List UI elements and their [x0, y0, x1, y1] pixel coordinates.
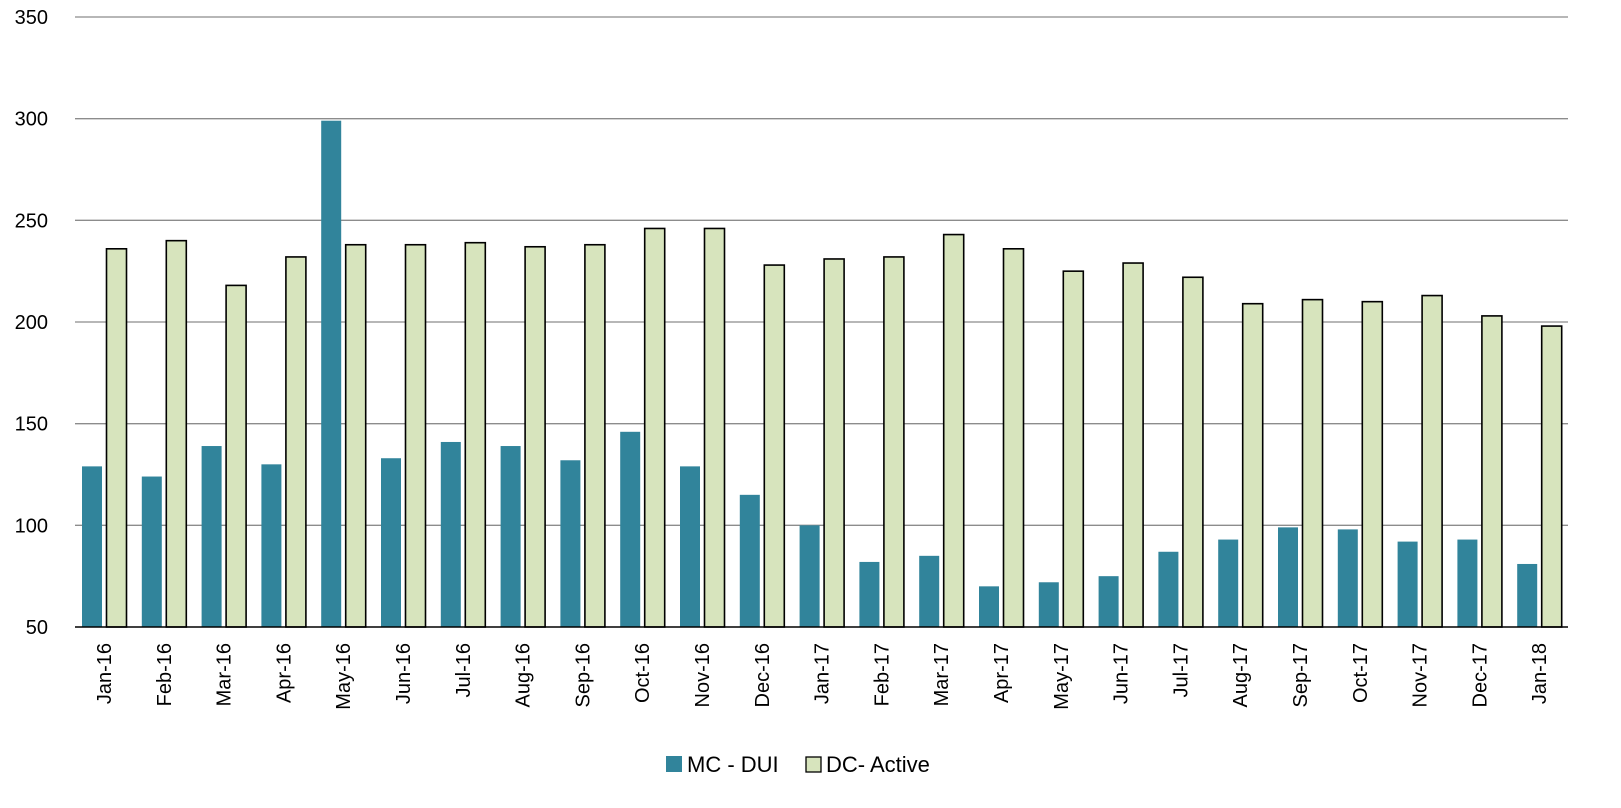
x-tick-label: Nov-16 [692, 643, 714, 707]
x-tick-label: Mar-16 [214, 643, 236, 706]
x-tick-label: Aug-17 [1230, 643, 1252, 708]
bar-dc-active [1481, 315, 1503, 628]
bar-mc-dui [321, 120, 342, 627]
x-tick-label: Oct-17 [1350, 643, 1372, 703]
legend-swatch-dc-active [805, 756, 822, 773]
bar-dc-active [1301, 298, 1324, 628]
y-tick-label: 200 [15, 312, 48, 334]
bar-mc-dui [1337, 529, 1358, 627]
bar-dc-active [1182, 276, 1204, 628]
x-tick-label: Dec-17 [1469, 643, 1491, 707]
x-tick-label: Jun-16 [393, 643, 415, 704]
bar-mc-dui [1158, 551, 1179, 627]
x-tick-label: Jul-17 [1170, 643, 1192, 697]
bar-mc-dui [1038, 582, 1059, 627]
bar-mc-dui [799, 525, 820, 627]
x-tick-label: Jan-18 [1529, 643, 1551, 704]
bar-dc-active [344, 243, 367, 628]
x-tick-label: Aug-16 [513, 643, 535, 708]
bar-mc-dui [381, 458, 401, 627]
bar-dc-active [1540, 325, 1563, 628]
bar-mc-dui [141, 476, 162, 627]
bar-dc-active [464, 241, 487, 628]
x-tick-label: Dec-16 [752, 643, 774, 707]
bar-dc-active [105, 248, 128, 628]
bar-dc-active [643, 227, 666, 628]
bar-dc-active [584, 243, 606, 628]
bar-mc-dui [1457, 539, 1478, 627]
x-tick-label: Jan-16 [94, 643, 116, 704]
bar-dc-active [942, 233, 965, 628]
legend-label-dc-active: DC- Active [826, 752, 930, 777]
bar-mc-dui [1278, 527, 1298, 627]
bar-mc-dui [261, 464, 282, 627]
legend-label-mc-dui: MC - DUI [687, 752, 779, 777]
bar-mc-dui [201, 446, 222, 627]
bars [82, 120, 1563, 628]
bar-dc-active [823, 258, 845, 628]
bar-dc-active [763, 264, 786, 628]
y-tick-label: 250 [15, 210, 48, 232]
x-tick-label: Sep-17 [1290, 643, 1312, 708]
bar-mc-dui [82, 466, 102, 627]
x-tick-label: Feb-17 [871, 643, 893, 706]
bar-mc-dui [500, 446, 521, 627]
bar-dc-active [225, 284, 247, 628]
x-tick-label: Jul-16 [453, 643, 475, 697]
bar-mc-dui [1397, 541, 1418, 627]
x-tick-label: Jun-17 [1111, 643, 1133, 704]
x-tick-label: Feb-16 [154, 643, 176, 706]
bar-mc-dui [1517, 563, 1538, 627]
x-tick-label: Apr-16 [273, 643, 295, 703]
y-tick-label: 150 [15, 414, 48, 436]
bar-dc-active [883, 256, 905, 628]
bar-dc-active [165, 239, 188, 628]
bar-mc-dui [620, 431, 641, 627]
bar-mc-dui [919, 555, 940, 627]
bar-mc-dui [680, 466, 700, 627]
legend: MC - DUI DC- Active [666, 752, 930, 777]
bar-dc-active [285, 256, 307, 628]
bar-dc-active [1421, 294, 1443, 628]
y-tick-label: 100 [15, 515, 48, 537]
bar-mc-dui [560, 460, 581, 627]
bar-dc-active [1361, 300, 1384, 628]
x-tick-label: May-17 [1051, 643, 1073, 710]
x-tick-label: Mar-17 [931, 643, 953, 706]
bar-mc-dui [440, 441, 461, 627]
x-axis-ticks: Jan-16 Feb-16 Mar-16 Apr-16 May-16 Jun-16 Jul-… [94, 643, 1551, 710]
x-tick-label: May-16 [333, 643, 355, 710]
y-axis-ticks: 50 100 150 200 250 300 350 [15, 7, 48, 639]
y-tick-label: 300 [15, 109, 48, 131]
x-tick-label: Apr-17 [991, 643, 1013, 703]
x-tick-label: Jan-17 [812, 643, 834, 704]
bar-dc-active [703, 227, 726, 628]
bar-mc-dui [1098, 576, 1119, 627]
bar-dc-active [1122, 262, 1144, 628]
bar-dc-active [1002, 248, 1025, 628]
y-tick-label: 50 [26, 617, 48, 639]
legend-swatch-mc-dui [666, 756, 682, 772]
x-tick-label: Oct-16 [632, 643, 654, 703]
bar-dc-active [524, 245, 546, 628]
bar-dc-active [404, 243, 427, 628]
bar-dc-active [1062, 270, 1085, 628]
bar-mc-dui [859, 561, 880, 627]
x-tick-label: Nov-17 [1410, 643, 1432, 707]
x-tick-label: Sep-16 [572, 643, 594, 708]
bar-dc-active [1241, 302, 1264, 628]
bar-mc-dui [739, 494, 760, 627]
bar-mc-dui [1218, 539, 1239, 627]
y-tick-label: 350 [15, 7, 48, 29]
bar-mc-dui [979, 586, 999, 627]
